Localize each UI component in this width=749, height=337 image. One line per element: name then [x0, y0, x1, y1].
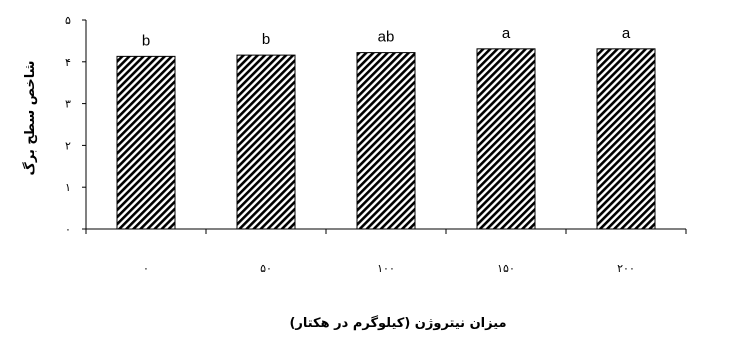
significance-letter: b	[262, 31, 270, 48]
x-category-label: ۱۵۰	[497, 262, 515, 275]
significance-letter: b	[142, 32, 150, 49]
bar	[596, 48, 656, 230]
x-category-label: ۲۰۰	[617, 262, 635, 275]
significance-letter: ab	[378, 29, 395, 46]
x-category-label: ۱۰۰	[377, 262, 395, 275]
y-tick-label: ۰	[65, 223, 71, 236]
y-tick-label: ۳	[65, 98, 71, 111]
y-tick-label: ۲	[65, 139, 71, 152]
y-tick-label: ۱	[65, 181, 71, 194]
y-tick-label: ۵	[65, 14, 71, 27]
bar	[476, 48, 536, 230]
bar	[116, 55, 176, 230]
significance-letter: a	[622, 25, 631, 42]
x-category-label: ۰	[143, 262, 149, 275]
y-axis-title: شاخص سطح برگ	[21, 61, 38, 176]
plot-area: ۰ ۱ ۲ ۳ ۴ ۵ b ۰ b ۵۰ ab ۱۰۰ a ۱۵۰ a ۲۰۰	[65, 14, 687, 275]
significance-letter: a	[502, 25, 511, 42]
y-tick-label: ۴	[65, 56, 71, 69]
bar	[236, 54, 296, 230]
x-category-label: ۵۰	[260, 262, 272, 275]
x-axis-title: میزان نیتروژن (کیلوگرم در هکتار)	[289, 315, 506, 331]
bar	[356, 52, 416, 230]
